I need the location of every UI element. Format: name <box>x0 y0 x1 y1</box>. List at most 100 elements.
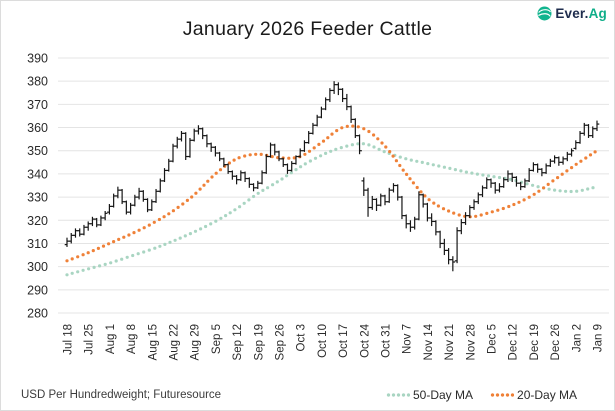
ma20-dot <box>408 177 412 181</box>
ma50-dot <box>420 160 424 164</box>
ma20-dot <box>391 154 395 158</box>
ma20-dot <box>86 251 90 255</box>
y-axis-tick-label: 340 <box>27 167 48 181</box>
ma50-dot <box>564 189 568 193</box>
ma20-dot <box>546 182 550 186</box>
ma20-dot <box>423 194 427 198</box>
ma20-legend-label: 20-Day MA <box>517 388 578 402</box>
ma50-dot <box>525 182 529 186</box>
x-axis-tick-label: Dec 5 <box>487 324 499 354</box>
ma50-dot <box>377 147 381 151</box>
ma20-dot <box>593 150 597 154</box>
ma20-dot <box>405 172 409 176</box>
x-axis-tick-label: Oct 31 <box>381 324 393 358</box>
ma50-dot <box>356 142 360 146</box>
ma20-dot <box>96 246 100 250</box>
ma20-dot <box>321 139 326 143</box>
ma50-dot <box>308 159 312 163</box>
ma20-dot <box>312 146 316 150</box>
ma20-dot <box>132 231 136 235</box>
ma50-dot <box>313 156 318 160</box>
x-axis-tick-label: Oct 3 <box>296 324 308 351</box>
ma20-dot <box>171 209 175 213</box>
ma20-dot <box>474 214 478 218</box>
ma20-dot <box>584 156 588 160</box>
ma50-legend-swatch <box>386 393 410 397</box>
ma20-dot <box>122 235 126 239</box>
ma20-dot <box>427 198 431 202</box>
ma20-dot <box>112 240 116 244</box>
ma20-dot <box>270 155 274 159</box>
ma50-dot <box>153 246 157 250</box>
ma50-dot <box>345 144 349 148</box>
x-axis-tick-label: Jul 25 <box>84 324 96 355</box>
ma50-legend-label: 50-Day MA <box>413 388 474 402</box>
ma50-dot <box>319 154 323 158</box>
ma20-dot <box>384 145 388 149</box>
ma20-dot <box>432 201 436 205</box>
ma20-dot <box>147 223 151 227</box>
x-axis-tick-label: Oct 17 <box>338 324 350 358</box>
y-axis-tick-label: 320 <box>27 214 48 228</box>
ma50-dot <box>247 198 251 202</box>
x-axis-tick-label: Dec 12 <box>508 324 520 360</box>
ma50-dot <box>238 205 242 209</box>
ma50-dot <box>459 169 463 173</box>
ma50-dot <box>475 172 479 176</box>
ma50-dot <box>114 259 118 263</box>
ma20-dot <box>202 183 206 187</box>
y-axis-tick-label: 360 <box>27 121 48 135</box>
ma50-dot <box>334 147 338 151</box>
ma50-dot <box>242 201 246 205</box>
x-axis-tick-label: Sep 19 <box>253 324 265 360</box>
ma50-dot <box>285 174 289 178</box>
ma50-dot <box>204 224 208 229</box>
x-axis-tick-label: Aug 22 <box>169 324 181 360</box>
ma50-dot <box>147 248 151 252</box>
legend-item-20day-ma: 20-Day MA <box>490 388 577 402</box>
ma50-dot <box>575 189 579 193</box>
ma50-dot <box>299 165 303 169</box>
everag-logo: Ever.Ag <box>537 6 607 21</box>
ma20-dot <box>457 213 461 217</box>
y-axis-tick-label: 380 <box>27 75 48 89</box>
y-axis-tick-label: 310 <box>27 237 48 251</box>
ma50-dot <box>65 273 69 277</box>
ma20-dot <box>70 257 74 261</box>
ma50-dot <box>199 227 203 231</box>
ma50-dot <box>142 250 146 254</box>
ma20-dot <box>243 154 247 158</box>
x-axis-tick-label: Oct 10 <box>317 324 329 358</box>
ma20-dot <box>479 213 483 217</box>
ma50-dot <box>183 234 187 238</box>
ma50-dot <box>92 265 96 269</box>
ma50-dot <box>481 173 485 177</box>
ma50-dot <box>497 175 502 180</box>
ma20-dot <box>345 124 349 128</box>
ma50-dot <box>193 229 198 233</box>
ma50-dot <box>372 145 376 149</box>
ma20-dot <box>542 186 546 190</box>
ma50-dot <box>120 257 124 261</box>
ma20-dot <box>198 187 202 191</box>
ma20-dot <box>176 205 180 209</box>
y-axis-tick-label: 390 <box>27 52 48 66</box>
logo-text-prefix: Ever. <box>555 6 589 21</box>
ma50-dot <box>289 171 293 175</box>
ma20-dot <box>415 185 419 190</box>
ma50-dot <box>70 271 74 275</box>
ma50-dot <box>76 270 80 274</box>
ma20-dot <box>565 169 569 173</box>
ma50-dot <box>173 238 177 242</box>
ma20-dot <box>190 195 194 199</box>
ma20-dot <box>537 189 541 193</box>
ma20-dot <box>162 215 166 219</box>
ma50-dot <box>470 171 474 175</box>
ma20-dot <box>398 163 402 168</box>
ma50-dot <box>508 177 513 181</box>
ma20-dot <box>232 158 236 162</box>
ma50-dot <box>448 166 452 170</box>
x-axis-tick-label: Dec 19 <box>529 324 541 360</box>
ma20-dot <box>579 159 583 163</box>
